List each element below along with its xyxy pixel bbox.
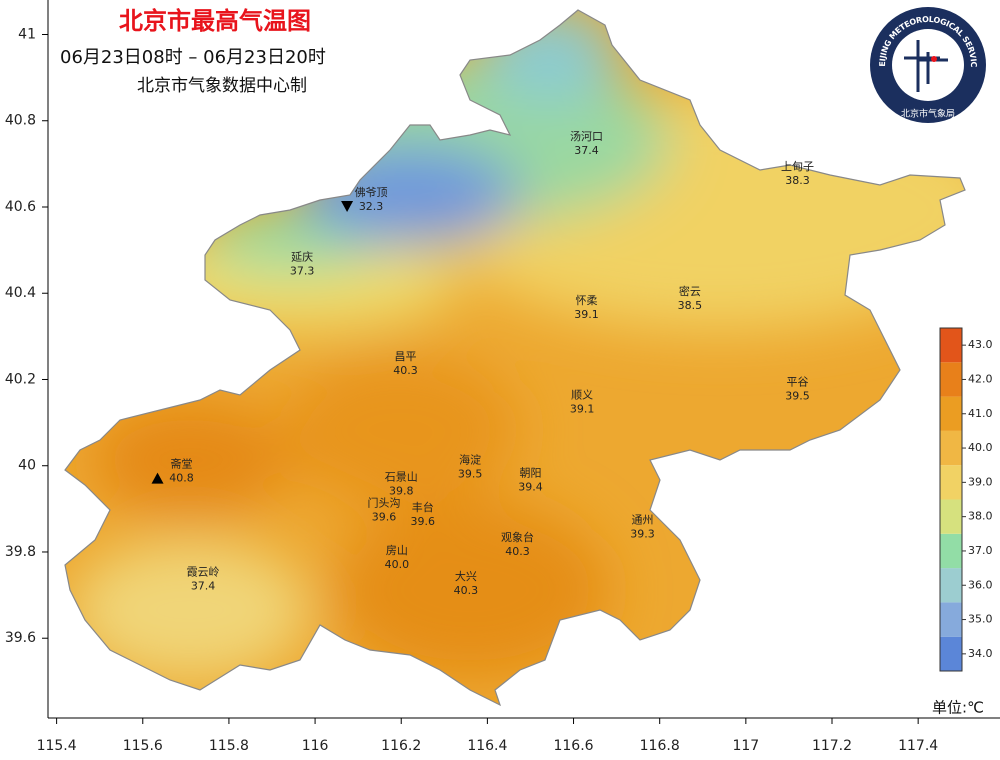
extreme-marker xyxy=(341,200,354,212)
colorbar-label: 40.0 xyxy=(968,441,993,454)
station-value: 39.5 xyxy=(458,467,483,480)
x-tick-label: 116 xyxy=(302,738,329,754)
station-value: 39.1 xyxy=(574,308,599,321)
colorbar-label: 41.0 xyxy=(968,407,993,420)
colorbar-band xyxy=(940,430,962,466)
station-name: 昌平 xyxy=(395,350,417,363)
y-tick-label: 40.2 xyxy=(5,371,36,387)
colorbar-label: 42.0 xyxy=(968,372,993,385)
station-name: 丰台 xyxy=(412,500,434,514)
colorbar-band xyxy=(940,602,962,637)
colorbar-band xyxy=(940,362,962,397)
colorbar-band xyxy=(940,328,962,363)
x-tick-label: 116.8 xyxy=(640,738,680,754)
station-name: 平谷 xyxy=(787,376,809,389)
y-tick-label: 41 xyxy=(18,26,36,42)
station-name: 通州 xyxy=(631,514,653,527)
station-value: 32.3 xyxy=(359,200,384,213)
title: 北京市最高气温图 xyxy=(119,7,311,35)
logo-dot xyxy=(931,56,937,62)
station-value: 40.8 xyxy=(169,472,194,485)
station-value: 40.3 xyxy=(393,364,418,377)
colorbar-label: 39.0 xyxy=(968,475,993,488)
x-tick-label: 117.2 xyxy=(812,738,852,754)
station-value: 39.3 xyxy=(630,528,655,541)
x-tick-label: 117 xyxy=(732,738,759,754)
logo-name: 北京市气象局 xyxy=(901,108,955,120)
colorbar-label: 34.0 xyxy=(968,647,993,660)
station-value: 40.3 xyxy=(505,545,530,558)
station-name: 大兴 xyxy=(455,569,477,583)
y-tick-label: 40.8 xyxy=(5,113,36,129)
x-tick-label: 115.8 xyxy=(209,738,249,754)
colorbar-frame xyxy=(939,327,963,672)
station-value: 39.6 xyxy=(411,515,436,528)
station-name: 斋堂 xyxy=(171,457,193,471)
station-name: 延庆 xyxy=(291,250,313,264)
station-name: 门头沟 xyxy=(368,495,401,509)
station-value: 38.5 xyxy=(678,299,703,312)
station-value: 39.8 xyxy=(389,485,414,498)
x-tick-label: 115.6 xyxy=(123,738,163,754)
station-name: 海淀 xyxy=(459,452,481,466)
colorbar-label: 38.0 xyxy=(968,510,993,523)
station-value: 39.6 xyxy=(372,510,397,523)
station-value: 40.3 xyxy=(454,584,479,597)
x-tick-label: 117.4 xyxy=(898,738,938,754)
station-value: 39.1 xyxy=(570,403,595,416)
x-tick-label: 116.6 xyxy=(553,738,593,754)
station-name: 顺义 xyxy=(571,389,593,402)
station-value: 37.4 xyxy=(574,144,599,157)
colorbar-label: 37.0 xyxy=(968,544,993,557)
station-name: 怀柔 xyxy=(575,294,597,307)
y-tick-label: 40.4 xyxy=(5,285,36,301)
x-tick-label: 115.4 xyxy=(37,738,77,754)
station-value: 37.3 xyxy=(290,265,315,278)
colorbar-band xyxy=(940,396,962,431)
extreme-marker xyxy=(151,472,164,484)
station-name: 朝阳 xyxy=(519,466,541,479)
colorbar-band xyxy=(940,499,962,534)
unit: 单位:℃ xyxy=(932,699,984,717)
station-value: 38.3 xyxy=(785,174,810,187)
colorbar-band xyxy=(940,568,962,603)
station-name: 汤河口 xyxy=(570,129,603,143)
colorbar-label: 35.0 xyxy=(968,613,993,626)
x-tick-label: 116.2 xyxy=(381,738,421,754)
x-tick-label: 116.4 xyxy=(467,738,507,754)
station-name: 密云 xyxy=(679,284,701,298)
station-name: 霞云岭 xyxy=(187,564,220,578)
y-tick-label: 39.6 xyxy=(5,630,36,646)
colorbar-band xyxy=(940,533,962,569)
y-tick-label: 39.8 xyxy=(5,544,36,560)
y-tick-label: 40 xyxy=(18,458,36,474)
station-value: 37.4 xyxy=(191,579,216,592)
station-name: 观象台 xyxy=(501,530,534,544)
y-tick-label: 40.6 xyxy=(5,199,36,215)
station-name: 石景山 xyxy=(385,471,418,484)
station-name: 上甸子 xyxy=(781,160,814,173)
colorbar-band xyxy=(940,636,962,671)
station-value: 39.4 xyxy=(518,480,543,493)
colorbar-band xyxy=(940,465,962,500)
source: 北京市气象数据中心制 xyxy=(137,76,307,96)
station-value: 40.0 xyxy=(385,558,410,571)
subtitle: 06月23日08时 – 06月23日20时 xyxy=(60,47,326,68)
station-name: 佛爷顶 xyxy=(355,185,388,199)
station-value: 39.5 xyxy=(785,390,810,403)
colorbar-label: 43.0 xyxy=(968,338,993,351)
station-name: 房山 xyxy=(386,544,408,557)
colorbar-label: 36.0 xyxy=(968,578,993,591)
